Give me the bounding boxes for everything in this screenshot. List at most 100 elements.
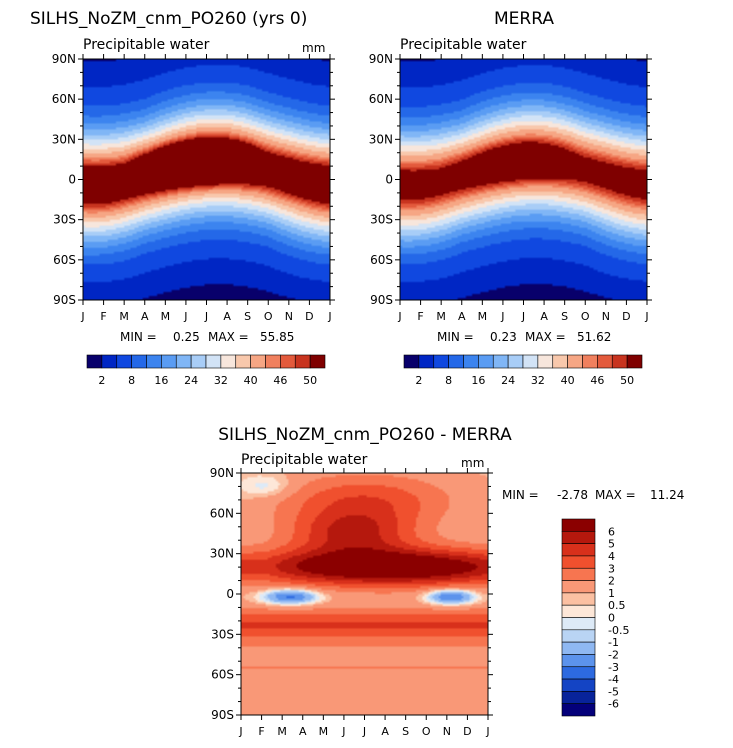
colorbar-label: 4	[608, 550, 615, 563]
colorbar-swatch	[86, 354, 103, 369]
x-tick-label: J	[341, 725, 345, 738]
colorbar-swatch	[561, 592, 596, 606]
colorbar-swatch	[561, 654, 596, 668]
colorbar-label: 1	[608, 587, 615, 600]
colorbar-swatch	[507, 354, 524, 369]
colorbar-swatch	[175, 354, 192, 369]
colorbar-label: 32	[531, 374, 545, 387]
x-tick-label: N	[443, 725, 451, 738]
colorbar-swatch	[561, 580, 596, 594]
colorbar-swatch	[131, 354, 147, 369]
x-tick-label: D	[622, 310, 630, 323]
panel-diff-y-ticks: 90N 60N 30N 0 30S 60S 90S	[210, 466, 493, 722]
colorbar-label: -4	[608, 673, 619, 686]
colorbar-swatch	[101, 354, 118, 369]
colorbar-label: 0	[608, 612, 615, 625]
panel-model-colorbar: 2 8 16 24 32 40 46 50	[86, 354, 326, 387]
colorbar-label: 8	[128, 374, 135, 387]
panel-merra-plot-area	[399, 58, 648, 301]
panel-merra-subtitle: Precipitable water	[400, 37, 527, 53]
colorbar-swatch	[250, 354, 266, 369]
panel-model-max-value: 55.85	[260, 330, 294, 344]
colorbar-swatch	[561, 629, 596, 643]
colorbar-swatch	[561, 567, 596, 581]
x-tick-label: J	[204, 310, 208, 323]
colorbar-swatch	[561, 678, 596, 692]
panel-diff: SILHS_NoZM_cnm_PO260 - MERRA Precipitabl…	[210, 425, 685, 738]
y-tick-label: 90N	[369, 52, 393, 66]
x-tick-label: A	[381, 725, 389, 738]
y-tick-label: 30N	[210, 547, 234, 561]
panel-model-max-label: MAX =	[208, 330, 249, 344]
colorbar-label: 40	[244, 374, 258, 387]
y-tick-label: 30S	[370, 213, 393, 227]
colorbar-swatch	[190, 354, 207, 369]
x-tick-label: J	[80, 310, 84, 323]
colorbar-label: 50	[620, 374, 634, 387]
colorbar-label: -3	[608, 661, 619, 674]
panel-merra: MERRA Precipitable water 90N 60N 30N 0 30S 60…	[369, 9, 652, 387]
y-tick-label: 60N	[210, 506, 234, 520]
panel-diff-min-value: -2.78	[557, 488, 588, 502]
colorbar-swatch	[205, 354, 222, 369]
colorbar-swatch	[582, 354, 598, 369]
colorbar-label: -2	[608, 648, 619, 661]
x-tick-label: F	[100, 310, 106, 323]
colorbar-label: 0.5	[608, 599, 626, 612]
colorbar-label: -0.5	[608, 624, 629, 637]
colorbar-swatch	[294, 354, 311, 369]
colorbar-label: -6	[608, 698, 619, 711]
y-tick-label: 0	[68, 173, 76, 187]
colorbar-swatch	[561, 555, 596, 569]
y-tick-label: 0	[226, 587, 234, 601]
x-tick-label: J	[485, 725, 489, 738]
panel-diff-max-value: 11.24	[650, 488, 684, 502]
x-tick-label: F	[417, 310, 423, 323]
colorbar-label: 2	[415, 374, 422, 387]
colorbar-label: 2	[98, 374, 105, 387]
colorbar-label: 40	[561, 374, 575, 387]
panel-merra-colorbar: 2 8 16 24 32 40 46 50	[403, 354, 643, 387]
x-tick-label: M	[478, 310, 488, 323]
y-tick-label: 60S	[53, 253, 76, 267]
x-tick-label: D	[463, 725, 471, 738]
x-tick-label: J	[327, 310, 331, 323]
colorbar-swatch	[478, 354, 494, 369]
x-tick-label: D	[305, 310, 313, 323]
colorbar-swatch	[561, 641, 596, 655]
panel-model-plot-area	[82, 58, 331, 301]
field-image	[400, 59, 647, 300]
y-tick-label: 60S	[211, 668, 234, 682]
panel-merra-min-label: MIN =	[437, 330, 474, 344]
colorbar-swatch	[448, 354, 464, 369]
colorbar-swatch	[522, 354, 539, 369]
colorbar-swatch	[567, 354, 583, 369]
y-tick-label: 60N	[369, 92, 393, 106]
colorbar-label: 3	[608, 562, 615, 575]
colorbar-label: 24	[184, 374, 198, 387]
panel-merra-min-value: 0.23	[490, 330, 517, 344]
colorbar-swatch	[146, 354, 162, 369]
x-tick-label: J	[397, 310, 401, 323]
colorbar-swatch	[309, 354, 326, 369]
colorbar-swatch	[561, 518, 596, 532]
colorbar-swatch	[537, 354, 554, 369]
colorbar-swatch	[561, 531, 596, 544]
x-tick-label: J	[238, 725, 242, 738]
field-image	[83, 59, 330, 300]
panel-model-y-ticks: 90N 60N 30N 0 30S 60S 90S	[52, 52, 335, 307]
panel-diff-subtitle: Precipitable water	[241, 452, 368, 468]
x-tick-label: A	[223, 310, 231, 323]
colorbar-label: 6	[608, 525, 615, 538]
colorbar-swatch	[561, 691, 596, 704]
panel-merra-title: MERRA	[494, 9, 554, 29]
x-tick-label: M	[319, 725, 329, 738]
colorbar-label: 2	[608, 575, 615, 588]
x-tick-label: A	[299, 725, 307, 738]
colorbar-swatch	[561, 604, 596, 618]
x-tick-label: O	[264, 310, 273, 323]
panel-diff-title: SILHS_NoZM_cnm_PO260 - MERRA	[218, 425, 512, 445]
colorbar-swatch	[561, 666, 596, 680]
